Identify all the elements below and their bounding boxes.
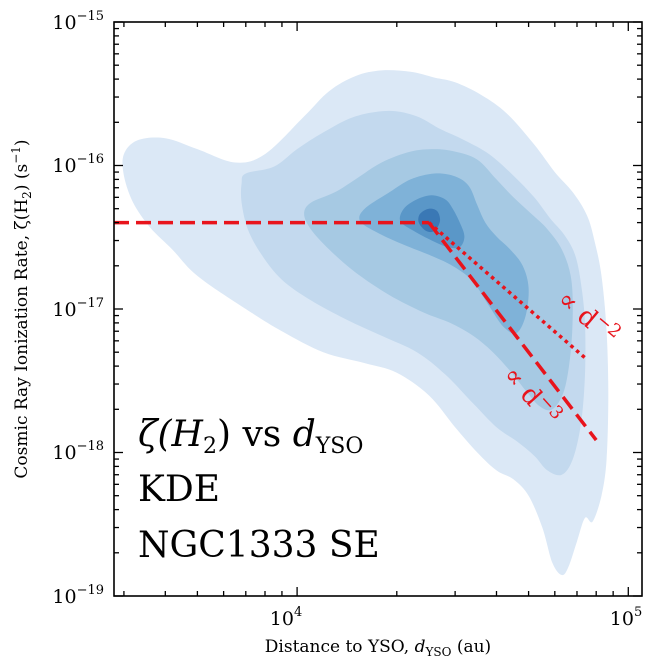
annotation-line-1: ζ(H2) vs dYSO — [138, 414, 363, 459]
x-tick-label: 105 — [610, 605, 642, 630]
model-lines — [114, 220, 598, 442]
kde-contour-level-6 — [418, 208, 441, 233]
x-axis-label: Distance to YSO, dYSO (au) — [265, 637, 491, 659]
y-tick-label: 10−16 — [52, 152, 104, 177]
y-tick-label: 10−19 — [52, 583, 104, 608]
y-tick-labels: 10−19 10−18 10−17 10−16 10−15 — [52, 9, 104, 608]
y-tick-label: 10−17 — [52, 296, 104, 321]
axis-ticks — [114, 21, 642, 597]
x-tick-label: 104 — [270, 605, 302, 630]
kde-contours — [122, 70, 609, 576]
model-line-3 — [427, 221, 589, 361]
y-tick-label: 10−18 — [52, 439, 104, 464]
x-tick-labels: 104 105 — [270, 605, 642, 630]
annotation-line-3: NGC1333 SE — [138, 525, 380, 566]
y-tick-label: 10−15 — [52, 9, 104, 34]
plot-annotation: ζ(H2) vs dYSO KDE NGC1333 SE — [138, 414, 380, 566]
y-axis-label: Cosmic Ray Ionization Rate, ζ(H2) (s−1) — [9, 139, 34, 478]
annotation-line-2: KDE — [138, 469, 220, 510]
model-line-2 — [427, 221, 598, 442]
